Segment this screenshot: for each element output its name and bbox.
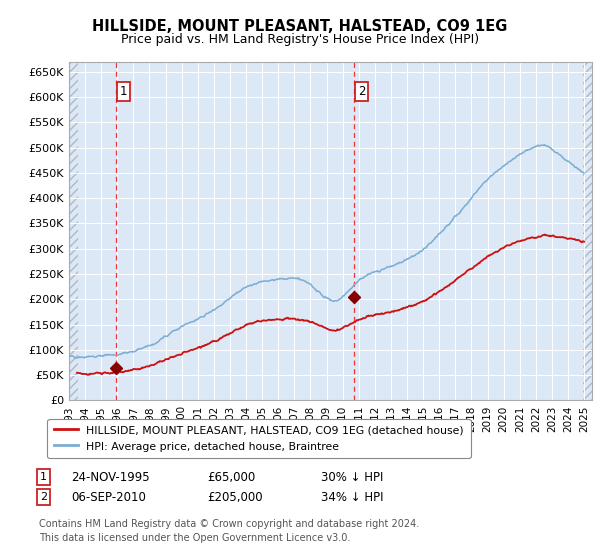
Text: 1: 1	[40, 472, 47, 482]
Text: 30% ↓ HPI: 30% ↓ HPI	[321, 470, 383, 484]
Text: 34% ↓ HPI: 34% ↓ HPI	[321, 491, 383, 504]
Text: Contains HM Land Registry data © Crown copyright and database right 2024.
This d: Contains HM Land Registry data © Crown c…	[39, 519, 419, 543]
Text: 1: 1	[120, 86, 127, 99]
Text: Price paid vs. HM Land Registry's House Price Index (HPI): Price paid vs. HM Land Registry's House …	[121, 32, 479, 46]
Text: 06-SEP-2010: 06-SEP-2010	[71, 491, 146, 504]
Text: HILLSIDE, MOUNT PLEASANT, HALSTEAD, CO9 1EG: HILLSIDE, MOUNT PLEASANT, HALSTEAD, CO9 …	[92, 19, 508, 34]
Text: £205,000: £205,000	[207, 491, 263, 504]
Bar	[583, 62, 593, 400]
Text: 2: 2	[40, 492, 47, 502]
Text: £65,000: £65,000	[207, 470, 255, 484]
Legend: HILLSIDE, MOUNT PLEASANT, HALSTEAD, CO9 1EG (detached house), HPI: Average price: HILLSIDE, MOUNT PLEASANT, HALSTEAD, CO9 …	[47, 419, 470, 458]
Text: 2: 2	[358, 86, 365, 99]
Text: 24-NOV-1995: 24-NOV-1995	[71, 470, 149, 484]
Bar	[69, 62, 78, 400]
